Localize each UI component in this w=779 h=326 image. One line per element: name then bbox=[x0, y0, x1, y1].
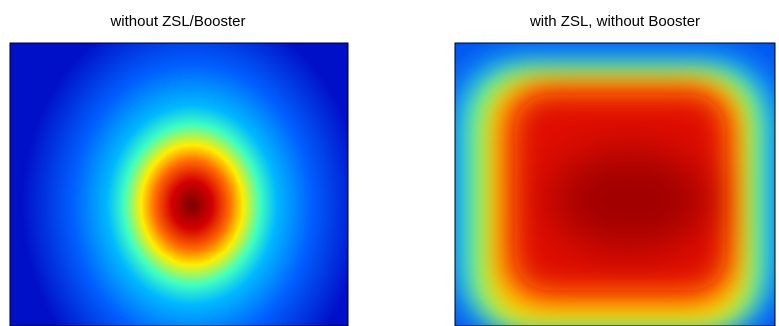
heatmap-right bbox=[455, 43, 775, 326]
panel-title: with ZSL, without Booster bbox=[529, 13, 700, 30]
heatmap-left bbox=[10, 43, 348, 326]
panel-border bbox=[9, 42, 349, 326]
panel-border bbox=[454, 42, 776, 326]
panel-title: without ZSL/Booster bbox=[109, 13, 245, 30]
